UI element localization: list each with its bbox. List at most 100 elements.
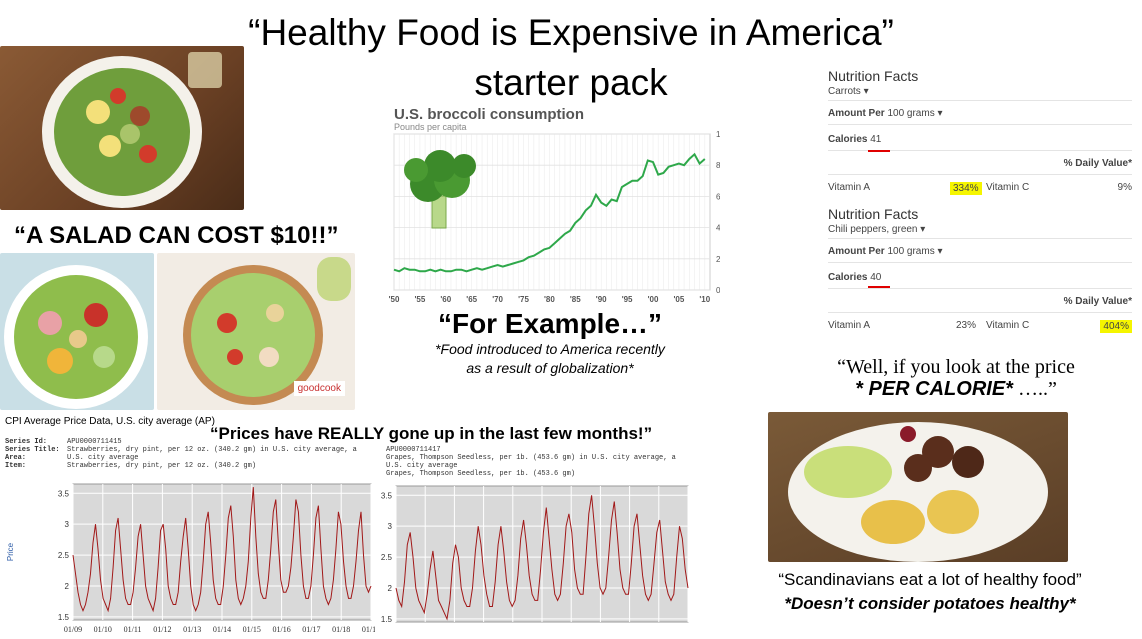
grapes-series-meta: APU0000711417 Grapes, Thompson Seedless,… xyxy=(386,446,676,478)
price-series-line xyxy=(72,487,372,613)
nutrition-heading: Nutrition Facts xyxy=(828,206,919,222)
x-tick-label: '80 xyxy=(544,295,555,304)
calories-value: 41 xyxy=(870,134,882,145)
amount-label: Amount Per xyxy=(828,246,885,257)
series-id: APU0000711417 xyxy=(386,446,441,454)
y-tick-label: 6 xyxy=(716,192,720,201)
broccoli-icon xyxy=(404,158,428,182)
calories-label: Calories xyxy=(828,134,868,145)
x-tick-label: 01/19 xyxy=(362,625,375,634)
broccoli-chart-subtitle: Pounds per capita xyxy=(394,122,467,132)
meatballs-potatoes-photo xyxy=(768,412,1068,562)
y-tick-label: 2 xyxy=(65,582,70,591)
vitamin-a-label: Vitamin A xyxy=(828,182,871,193)
globalization-note: *Food introduced to America recently as … xyxy=(380,340,720,378)
strawberries-series-meta: Series Id: APU0000711415 Series Title: Str… xyxy=(5,438,357,470)
y-tick-label: 1.5 xyxy=(381,615,393,624)
y-tick-label: 2 xyxy=(716,255,720,264)
vitamin-c-value: 404% xyxy=(1100,320,1132,333)
vitamins-row: Vitamin A 334% Vitamin C 9% xyxy=(828,182,1132,198)
y-tick-label: 1.5 xyxy=(58,613,70,622)
x-tick-label: 01/09 xyxy=(64,625,82,634)
x-tick-label: 01/16 xyxy=(272,625,290,634)
item: Grapes, Thompson Seedless, per 1b. (453.… xyxy=(386,470,576,478)
amount-value: 100 grams xyxy=(887,108,935,119)
amount-label: Amount Per xyxy=(828,108,885,119)
per-calorie-emphasis: * PER CALORIE* xyxy=(855,378,1013,400)
broccoli-series-line xyxy=(393,152,706,273)
vitamin-a-value: 23% xyxy=(956,320,977,331)
x-tick-label: '70 xyxy=(492,295,503,304)
y-tick-label: 3.5 xyxy=(58,489,70,498)
x-tick-label: 01/10 xyxy=(94,625,112,634)
x-tick-label: '60 xyxy=(440,295,451,304)
calories-row: Calories 41 xyxy=(828,134,1132,151)
price-per-calorie-quote-line1: “Well, if you look at the price xyxy=(837,356,1075,378)
broccoli-icon xyxy=(424,150,456,182)
y-tick-label: 2.5 xyxy=(58,551,70,560)
series-title: Strawberries, dry pint, per 12 oz. (340.… xyxy=(67,446,357,454)
y-tick-label: 3.5 xyxy=(381,491,393,500)
strawberries-price-chart: 1.5 2 2.5 3 3.5 01/09 01/10 01/11 01/12 01/13 01/1… xyxy=(6,483,375,634)
x-tick-label: '05 xyxy=(674,295,685,304)
y-tick-label: 3 xyxy=(388,522,393,531)
calories-label: Calories xyxy=(828,272,868,283)
food-select[interactable]: Chili peppers, green ▾ xyxy=(828,224,1132,239)
page-title-line1: “Healthy Food is Expensive in America” xyxy=(248,12,894,53)
series-id: APU0000711415 xyxy=(67,438,122,446)
amount-select[interactable]: Amount Per 100 grams ▾ xyxy=(828,246,1132,263)
y-tick-label: 0 xyxy=(716,286,720,295)
chevron-down-icon: ▾ xyxy=(920,224,926,235)
calories-row: Calories 40 xyxy=(828,272,1132,289)
y-tick-label: 4 xyxy=(716,224,720,233)
daily-value-header: % Daily Value* xyxy=(828,296,1132,313)
quote-tail: …..” xyxy=(1012,378,1057,400)
salad-caption: “A SALAD CAN COST $10!!” xyxy=(14,222,339,249)
series-id-label: Series Id: xyxy=(5,438,48,446)
series-title: Grapes, Thompson Seedless, per 1b. (453.… xyxy=(386,454,676,462)
food-name: Carrots xyxy=(828,86,861,97)
page-title-line2: starter pack xyxy=(474,62,668,103)
potatoes-note: *Doesn’t consider potatoes healthy* xyxy=(784,594,1076,613)
series-title-label: Series Title: xyxy=(5,446,60,454)
y-tick-label: 2.5 xyxy=(381,553,393,562)
goodcook-logo: goodcook xyxy=(293,381,345,396)
calories-underline xyxy=(868,150,890,152)
x-tick-label: '95 xyxy=(622,295,633,304)
vitamin-a-value: 334% xyxy=(950,182,982,195)
grapes-price-chart: 1.5 2 2.5 3 3.5 xyxy=(381,485,689,624)
item: Strawberries, dry pint, per 12 oz. (340.… xyxy=(67,462,257,470)
food-name: Chili peppers, green xyxy=(828,224,918,235)
cpi-title: CPI Average Price Data, U.S. city averag… xyxy=(5,416,215,427)
x-tick-label: '75 xyxy=(518,295,529,304)
x-tick-label: 01/17 xyxy=(302,625,320,634)
x-tick-label: 01/11 xyxy=(124,625,142,634)
prices-quote: “Prices have REALLY gone up in the last … xyxy=(210,424,653,443)
caesar-salad-photo: goodcook xyxy=(157,253,355,410)
x-tick-label: '55 xyxy=(414,295,425,304)
x-tick-label: '10 xyxy=(699,295,710,304)
chef-salad-photo xyxy=(0,253,154,410)
cobb-salad-photo xyxy=(0,46,244,210)
item-label: Item: xyxy=(5,462,27,470)
y-tick-label: 3 xyxy=(65,520,70,529)
x-tick-label: '65 xyxy=(466,295,477,304)
vitamin-a-label: Vitamin A xyxy=(828,320,871,331)
nutrition-facts-carrots: Nutrition Facts Carrots ▾ Amount Per 100… xyxy=(820,64,1140,204)
amount-value: 100 grams xyxy=(887,246,935,257)
vitamins-row: Vitamin A 23% Vitamin C 404% xyxy=(828,320,1132,336)
x-tick-label: 01/13 xyxy=(183,625,201,634)
y-tick-label: 2 xyxy=(388,584,393,593)
price-series-line xyxy=(395,495,689,621)
broccoli-consumption-chart: 0 2 4 6 8 10 '50 '55 '60 '65 '70 '75 '80 '85 '90 '95 '00… xyxy=(389,130,720,304)
amount-select[interactable]: Amount Per 100 grams ▾ xyxy=(828,108,1132,125)
x-tick-label: 01/18 xyxy=(332,625,350,634)
x-tick-label: '00 xyxy=(648,295,659,304)
nutrition-heading: Nutrition Facts xyxy=(828,68,919,84)
vitamin-c-label: Vitamin C xyxy=(986,320,1030,331)
food-select[interactable]: Carrots ▾ xyxy=(828,86,1132,101)
price-per-calorie-quote-line2: * PER CALORIE* …..” xyxy=(770,378,1142,401)
globalization-note-line2: as a result of globalization* xyxy=(466,360,634,376)
vitamin-c-label: Vitamin C xyxy=(986,182,1030,193)
area: U.S. city average xyxy=(67,454,139,462)
